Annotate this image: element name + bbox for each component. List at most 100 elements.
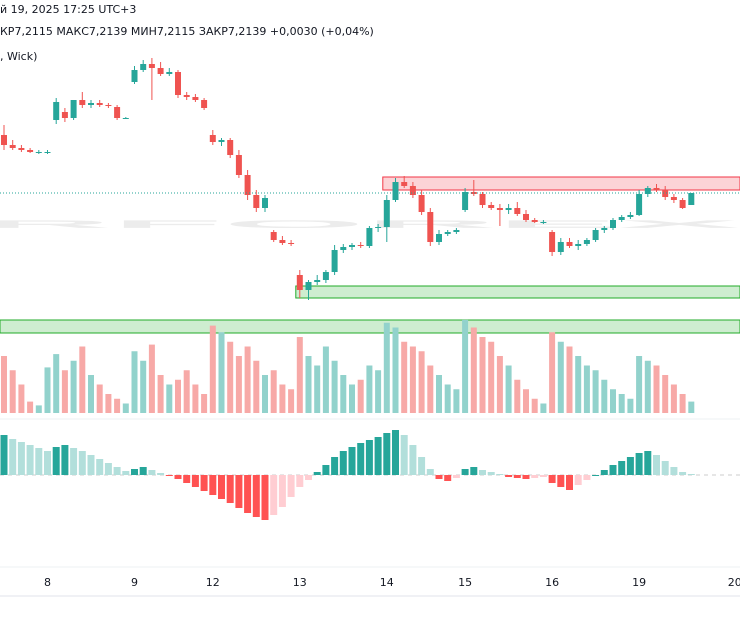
candle-body [505,208,512,210]
volume-bar [610,389,616,413]
volume-bar [479,337,486,413]
volume-bar [557,341,564,413]
x-tick-label: 15 [458,576,472,589]
candle-body [610,220,616,228]
oscillator-bar [165,475,173,476]
oscillator-bar [244,475,252,513]
candle-body [192,97,199,100]
candle-body [496,208,503,210]
volume-bar [288,389,295,413]
volume-bar [235,356,242,413]
candle-body [322,272,329,280]
volume-bar [444,384,451,413]
candle-body [357,245,364,246]
candle-body [592,230,599,240]
candle-body [157,68,164,74]
candle-body [44,152,51,153]
volume-bar [401,341,408,413]
volume-bar [148,344,155,413]
indicator-label: , Wick) [0,50,37,63]
candle-body [479,194,486,205]
oscillator-bar [96,459,104,475]
candle-body [53,102,60,120]
oscillator-bar [70,448,78,475]
oscillator-bar [174,475,182,479]
volume-bar [1,356,7,413]
candle-body [462,192,469,210]
candle-body [296,275,303,290]
x-tick-label: 12 [206,576,220,589]
volume-bar [549,332,556,413]
oscillator-bar [444,475,452,481]
oscillator-bar [270,475,278,515]
volume-bar [340,375,347,413]
oscillator-bar [392,430,399,475]
oscillator-bar [679,472,687,475]
volume-bar [375,370,382,413]
candle-body [79,100,86,105]
candle-body [279,240,286,243]
candle-body [488,205,495,208]
volume-bar [18,384,25,413]
volume-bar [392,327,399,413]
oscillator-bar [687,474,695,475]
volume-bar [262,375,268,413]
volume-bar [618,394,625,413]
volume-bar [488,341,495,413]
oscillator-bar [670,467,678,475]
x-tick-label: 14 [380,576,394,589]
oscillator-bar [583,475,591,480]
volume-bar [583,365,590,413]
candle-body [601,228,608,230]
candle-body [383,200,390,227]
volume-bar [53,354,60,413]
oscillator-bar [287,475,295,497]
oscillator-bar [122,471,130,475]
oscillator-bar [600,470,608,475]
candle-body [96,103,103,105]
volume-bar [35,405,42,413]
candle-body [253,195,260,208]
oscillator-bar [348,447,356,475]
volume-bar [61,370,68,413]
candle-body [131,70,138,82]
candle-body [470,192,477,194]
oscillator-bar [183,475,191,483]
volume-bar [244,346,251,413]
volume-bar [296,337,303,413]
oscillator-bar [296,475,304,487]
candle-body [140,64,147,70]
volume-bar [662,375,669,413]
x-tick-label: 8 [44,576,51,589]
oscillator-bar [339,451,347,475]
oscillator-bar [235,475,243,508]
chart-title: й 19, 2025 17:25 UTC+3 [0,3,136,16]
oscillator-bar [479,470,486,475]
oscillator-bar [305,475,312,480]
oscillator-bar [61,445,69,475]
volume-bar [496,356,503,413]
volume-bar [366,365,373,413]
candle-body [114,107,121,118]
oscillator-bar [218,475,225,499]
volume-bar [227,341,234,413]
volume-bar [79,346,86,413]
volume-bar [453,389,460,413]
oscillator-bar [452,475,460,478]
candle-body [35,152,42,153]
oscillator-bar [209,475,217,495]
oscillator-bar [87,455,95,475]
candle-body [105,105,112,106]
volume-bar [688,401,695,413]
oscillator-bar [505,475,513,477]
candle-body [201,100,208,108]
volume-bar [105,394,112,413]
candle-body [88,103,94,105]
volume-bar [140,360,147,413]
candle-body [262,198,268,208]
candle-body [575,244,582,246]
candle-body [662,190,669,197]
x-tick-label: 20 [728,576,740,589]
volume-bar [96,384,103,413]
